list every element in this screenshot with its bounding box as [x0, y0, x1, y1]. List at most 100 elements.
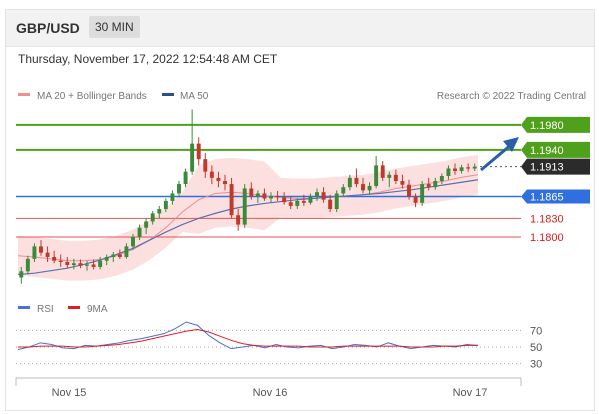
candle-body: [387, 174, 392, 178]
candle-body: [25, 258, 30, 272]
candle: [236, 209, 241, 231]
candle-body: [58, 260, 63, 262]
timeframe-badge[interactable]: 30 MIN: [89, 16, 140, 38]
ma20-line: [17, 174, 479, 262]
candle-body: [459, 167, 464, 172]
candle: [446, 165, 451, 180]
candle-body: [308, 196, 313, 203]
candle-body: [466, 167, 471, 169]
candle-body: [354, 177, 359, 185]
candle-body: [216, 177, 221, 181]
candle-body: [453, 168, 457, 172]
candle: [196, 137, 201, 166]
candle-body: [170, 193, 175, 201]
rsi-tick-label: 30: [530, 359, 542, 371]
candle: [282, 192, 287, 205]
candle-body: [144, 221, 149, 228]
candle-body: [223, 180, 227, 185]
candle: [361, 177, 365, 194]
candle-body: [242, 188, 247, 225]
candle: [242, 184, 247, 228]
candle: [275, 190, 280, 201]
candle: [216, 171, 221, 188]
candle: [104, 254, 109, 266]
moving-averages: [17, 174, 479, 276]
ma50-legend-swatch: [162, 93, 174, 96]
ma9-legend-swatch: [68, 306, 80, 309]
candle: [183, 168, 188, 188]
candle-body: [71, 263, 76, 266]
candle-body: [374, 165, 379, 186]
candle-body: [131, 237, 135, 247]
candle: [387, 171, 392, 188]
rsi-ma9-line: [18, 328, 478, 348]
price-level-label: 1.1980: [530, 120, 564, 132]
candle: [177, 180, 181, 197]
candle-body: [150, 213, 155, 222]
candle-body: [117, 254, 122, 257]
candle: [308, 193, 313, 205]
candle: [288, 195, 293, 210]
candle: [262, 188, 267, 201]
candle-body: [249, 188, 254, 197]
candle-body: [315, 192, 319, 197]
candle-body: [439, 176, 444, 181]
candle-body: [209, 171, 214, 178]
candle-body: [269, 195, 273, 199]
candle: [78, 259, 83, 269]
x-tick-label: Nov 17: [453, 387, 488, 399]
candle-body: [111, 254, 116, 257]
candle: [269, 192, 273, 203]
rsi-tick-label: 70: [530, 325, 542, 337]
candle-body: [288, 202, 293, 206]
candle: [157, 205, 162, 219]
candle: [315, 188, 319, 201]
candle: [295, 198, 300, 210]
rsi-panel: 70 50 30: [16, 321, 542, 371]
candle: [249, 182, 254, 200]
candle-body: [91, 264, 96, 267]
candle-body: [433, 180, 438, 188]
candle-body: [104, 256, 109, 261]
candle: [131, 233, 135, 250]
price-level-tag: [521, 116, 590, 133]
candle-body: [19, 271, 24, 278]
candle-body: [400, 180, 405, 185]
candle: [91, 259, 96, 270]
candle-body: [157, 209, 162, 214]
candle-body: [196, 143, 201, 160]
candle-body: [39, 246, 43, 253]
candle: [472, 163, 477, 172]
candle: [400, 174, 405, 189]
candle: [367, 182, 372, 195]
pair-title: GBP/USD: [16, 20, 80, 36]
candle: [58, 254, 63, 267]
candle: [203, 152, 208, 178]
ma50-legend-label: MA 50: [180, 91, 209, 102]
candle: [328, 194, 333, 213]
candle: [45, 246, 50, 262]
candle: [124, 243, 129, 259]
x-tick-label: Nov 16: [253, 387, 288, 399]
price-level-tag: [521, 141, 590, 158]
candle: [407, 179, 411, 200]
timestamp: Thursday, November 17, 2022 12:54:48 AM …: [18, 52, 278, 66]
candle-body: [98, 260, 103, 267]
candle: [223, 174, 227, 191]
rsi-tick-label: 50: [530, 342, 542, 354]
candle-body: [275, 195, 280, 198]
candle: [433, 177, 438, 190]
candle-body: [45, 252, 50, 257]
price-level-tag: [521, 189, 590, 204]
candle-body: [163, 200, 168, 210]
candle: [19, 266, 24, 284]
price-level-label: 1.1940: [530, 145, 564, 157]
candle: [137, 224, 142, 241]
candle-body: [183, 171, 188, 185]
candle-body: [413, 196, 418, 203]
candle-body: [334, 193, 339, 210]
candle: [374, 156, 379, 189]
candle-body: [229, 184, 234, 216]
ma20-legend-label: MA 20 + Bollinger Bands: [37, 91, 147, 102]
ma9-legend-label: 9MA: [87, 304, 108, 315]
